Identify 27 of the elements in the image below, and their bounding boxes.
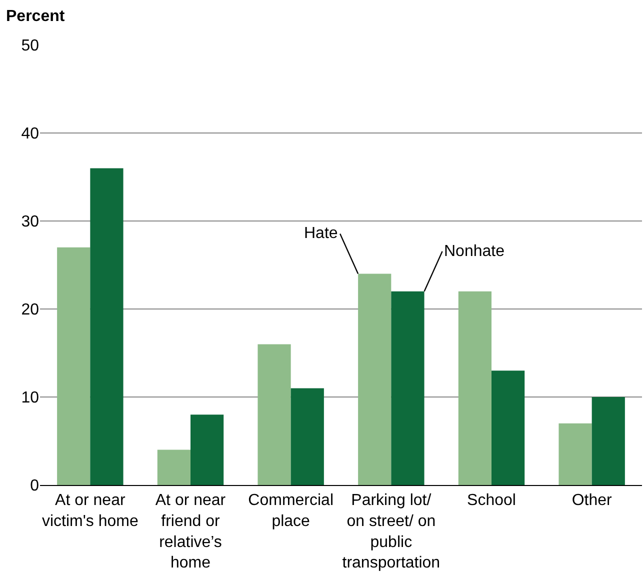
y-tick-label: 10 [21, 390, 40, 407]
bar [258, 344, 291, 485]
bar [190, 414, 224, 485]
x-tick-label: School [467, 492, 516, 510]
bar [358, 274, 392, 485]
bar [157, 450, 190, 485]
y-tick-label: 30 [21, 214, 40, 231]
bar [492, 370, 525, 485]
bar [592, 397, 625, 485]
x-tick-label: At or near victim's home [42, 492, 138, 530]
bar [290, 388, 324, 485]
bar [458, 291, 492, 485]
y-tick-label: 0 [30, 478, 40, 495]
y-axis-title: Percent [6, 8, 66, 25]
y-tick-label: 20 [21, 302, 40, 319]
x-tick-label: Parking lot/ on street/ on public transportation [342, 492, 440, 572]
bar [57, 247, 90, 485]
text: Nonhate [444, 243, 505, 260]
text: Hate [304, 225, 338, 242]
bar [90, 168, 124, 485]
bar [558, 423, 592, 485]
y-tick-label: 50 [21, 38, 40, 55]
x-tick-label: At or near friend or relative’s home [155, 492, 226, 572]
x-tick-label: Other [572, 492, 613, 510]
x-tick-label: Commercial place [248, 492, 334, 530]
bar [391, 291, 424, 485]
y-tick-label: 40 [21, 126, 40, 143]
